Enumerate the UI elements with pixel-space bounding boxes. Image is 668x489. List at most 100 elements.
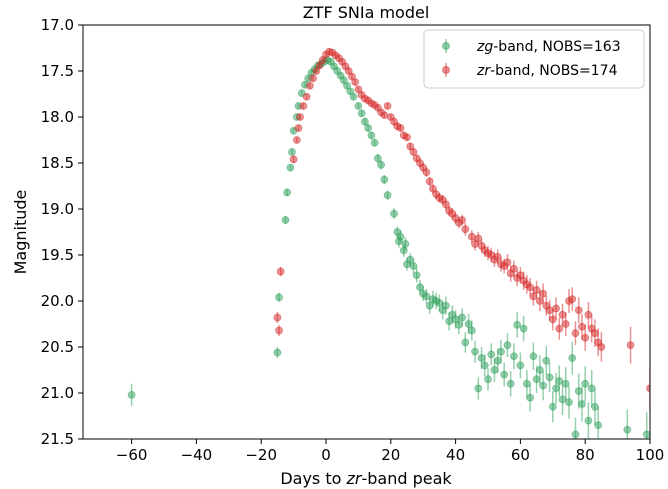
data-point bbox=[480, 361, 489, 370]
data-point bbox=[558, 395, 567, 404]
data-point bbox=[574, 387, 583, 396]
data-point bbox=[477, 354, 486, 362]
x-tick-label: 0 bbox=[321, 446, 331, 464]
legend-entry: zr-band, NOBS=174 bbox=[476, 63, 618, 79]
y-tick-label: 20.5 bbox=[41, 338, 74, 356]
data-point bbox=[555, 324, 564, 333]
y-tick-label: 17.5 bbox=[41, 62, 74, 80]
y-tick-label: 18.5 bbox=[41, 154, 74, 172]
data-point bbox=[406, 255, 415, 264]
data-point bbox=[529, 292, 538, 301]
x-tick-label: −60 bbox=[116, 446, 148, 464]
data-point bbox=[127, 390, 136, 399]
data-point bbox=[286, 163, 295, 172]
x-tick-label: −20 bbox=[245, 446, 277, 464]
data-point bbox=[416, 283, 424, 292]
data-point bbox=[281, 216, 290, 224]
data-point bbox=[288, 148, 296, 156]
data-point bbox=[380, 111, 389, 120]
data-point bbox=[503, 258, 512, 267]
data-point bbox=[578, 322, 586, 331]
plot-frame bbox=[82, 24, 651, 440]
data-point bbox=[377, 160, 385, 169]
series-zg bbox=[127, 56, 650, 439]
data-point bbox=[552, 384, 560, 393]
data-point bbox=[360, 117, 369, 126]
legend-entry-text: -band, NOBS=163 bbox=[493, 39, 620, 55]
data-point bbox=[351, 78, 360, 86]
data-point bbox=[467, 232, 476, 241]
data-point bbox=[506, 379, 515, 388]
data-point bbox=[435, 298, 444, 307]
data-point bbox=[422, 168, 431, 177]
legend-entry: zg-band, NOBS=163 bbox=[476, 39, 621, 55]
data-point bbox=[626, 341, 635, 350]
x-axis-label-suffix: -band peak bbox=[361, 469, 452, 488]
data-point bbox=[349, 92, 358, 101]
data-point bbox=[302, 92, 311, 101]
data-point bbox=[561, 379, 570, 388]
data-point bbox=[552, 304, 560, 313]
data-point bbox=[275, 293, 283, 302]
data-point bbox=[458, 216, 466, 224]
data-point bbox=[513, 321, 522, 329]
data-point bbox=[558, 310, 567, 319]
data-point bbox=[548, 315, 557, 324]
data-point bbox=[441, 200, 450, 209]
data-point bbox=[454, 321, 463, 329]
data-point bbox=[500, 370, 509, 379]
x-tick-label: −40 bbox=[181, 446, 213, 464]
data-point bbox=[458, 313, 466, 322]
data-point bbox=[568, 354, 577, 362]
data-point bbox=[487, 350, 496, 359]
x-tick-label: 20 bbox=[381, 446, 400, 464]
data-point bbox=[276, 267, 285, 276]
x-axis-label-prefix: Days to bbox=[280, 469, 346, 488]
data-point bbox=[516, 361, 525, 370]
plot-marks bbox=[127, 47, 650, 439]
x-axis-label: Days to zr-band peak bbox=[280, 469, 452, 488]
x-axis: −60 −40 −20 0 20 40 60 80 100 bbox=[116, 439, 664, 464]
data-point bbox=[545, 373, 554, 382]
data-point bbox=[591, 329, 599, 338]
data-point bbox=[467, 326, 476, 335]
data-point bbox=[542, 356, 551, 365]
y-tick-label: 21.5 bbox=[41, 430, 74, 448]
data-point bbox=[581, 333, 590, 342]
data-point bbox=[425, 177, 434, 186]
data-point bbox=[403, 133, 411, 142]
y-tick-label: 18.0 bbox=[41, 108, 74, 126]
data-point bbox=[574, 306, 583, 315]
data-point bbox=[510, 264, 518, 273]
data-point bbox=[412, 271, 421, 280]
data-point bbox=[545, 306, 554, 315]
data-point bbox=[364, 124, 373, 132]
data-point bbox=[587, 384, 596, 393]
y-tick-label: 19.5 bbox=[41, 246, 74, 264]
legend-entry-band: zr bbox=[476, 63, 491, 79]
data-point bbox=[474, 384, 483, 393]
data-point bbox=[522, 379, 531, 388]
legend: zg-band, NOBS=163 zr-band, NOBS=174 bbox=[423, 29, 645, 89]
data-point bbox=[409, 262, 418, 270]
data-point bbox=[493, 356, 502, 365]
data-point bbox=[294, 124, 303, 132]
y-axis: 17.0 17.5 18.0 18.5 19.0 19.5 20.0 20.5 21.0 21.5 bbox=[41, 16, 83, 448]
data-point bbox=[383, 191, 392, 200]
x-tick-label: 40 bbox=[446, 446, 465, 464]
data-point bbox=[555, 377, 564, 385]
data-point bbox=[535, 366, 544, 374]
data-point bbox=[529, 352, 538, 361]
data-point bbox=[539, 381, 547, 390]
data-point bbox=[409, 148, 418, 156]
data-point bbox=[532, 286, 541, 294]
data-point bbox=[357, 109, 366, 118]
data-point bbox=[510, 352, 518, 361]
data-point bbox=[568, 295, 577, 304]
y-tick-label: 21.0 bbox=[41, 384, 74, 402]
data-point bbox=[503, 341, 512, 350]
data-point bbox=[471, 347, 479, 356]
data-point bbox=[597, 343, 606, 351]
